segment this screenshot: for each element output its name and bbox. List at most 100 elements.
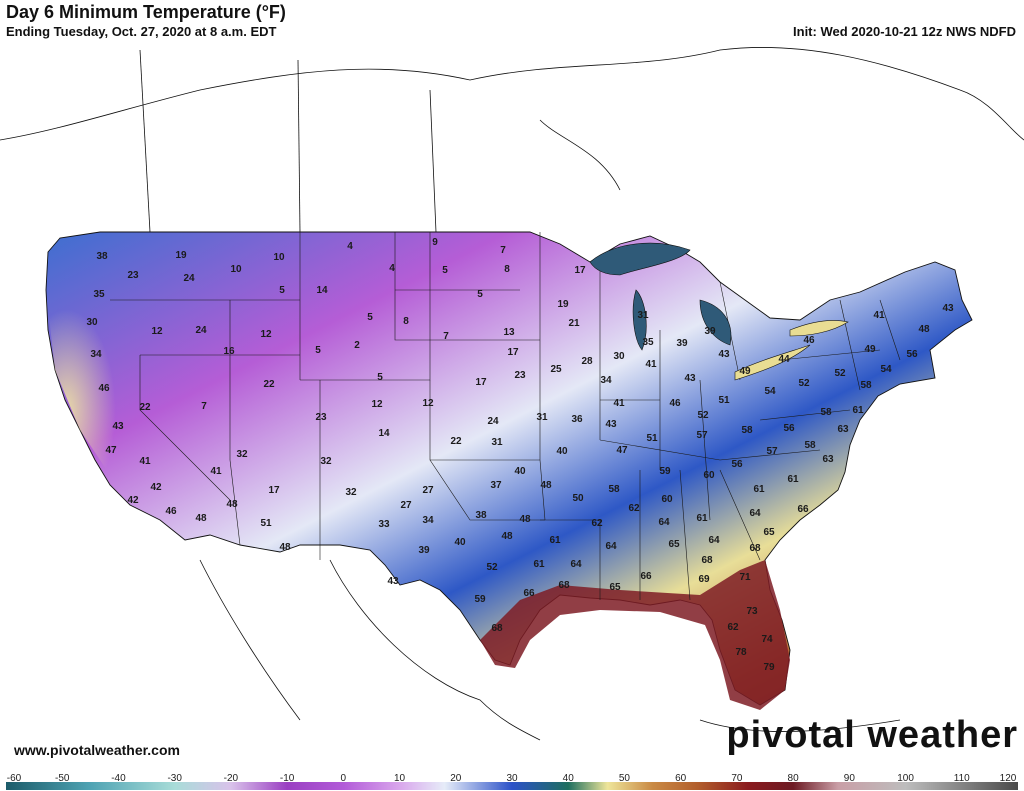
temperature-label: 49 (739, 366, 751, 377)
province-line-3 (429, 89, 437, 233)
temperature-label: 39 (704, 326, 716, 337)
temperature-label: 46 (803, 335, 815, 346)
temperature-label: 69 (698, 574, 710, 585)
temperature-label: 46 (165, 506, 177, 517)
temperature-label: 12 (371, 399, 383, 410)
temperature-label: 68 (749, 543, 761, 554)
temperature-label: 60 (703, 470, 715, 481)
temperature-label: 32 (236, 449, 248, 460)
temperature-label: 14 (316, 285, 328, 296)
colorbar-tick-label: 40 (563, 774, 575, 784)
temperature-label: 31 (536, 412, 548, 423)
temperature-label: 48 (540, 480, 552, 491)
temperature-label: 59 (474, 594, 486, 605)
temperature-label: 30 (86, 317, 98, 328)
temperature-label: 56 (906, 349, 918, 360)
temperature-label: 43 (112, 421, 124, 432)
temperature-label: 17 (507, 347, 519, 358)
lake-superior (589, 242, 691, 276)
temperature-label: 58 (804, 440, 816, 451)
temperature-label: 31 (637, 310, 649, 321)
temperature-label: 50 (572, 493, 584, 504)
temperature-label: 63 (837, 424, 849, 435)
temperature-label: 19 (175, 250, 187, 261)
temperature-label: 23 (514, 370, 526, 381)
temperature-label: 58 (820, 407, 832, 418)
colorbar-tick-label: 70 (731, 774, 743, 784)
temperature-label: 52 (486, 562, 498, 573)
temperature-label: 24 (195, 325, 207, 336)
website-url[interactable]: www.pivotalweather.com (14, 742, 180, 758)
colorbar-tick-label: 100 (897, 774, 914, 784)
temperature-label: 57 (766, 446, 778, 457)
temperature-label: 42 (127, 495, 139, 506)
temperature-label: 23 (127, 270, 139, 281)
temperature-label: 17 (475, 377, 487, 388)
temperature-label: 31 (491, 437, 503, 448)
temperature-label: 48 (195, 513, 207, 524)
colorbar-tick-label: -10 (280, 774, 295, 784)
colorbar-tick-label: 10 (394, 774, 406, 784)
colorbar-tick-label: -30 (167, 774, 182, 784)
temperature-label: 62 (727, 622, 739, 633)
temperature-label: 43 (684, 373, 696, 384)
temperature-label: 37 (490, 480, 502, 491)
temperature-label: 49 (864, 344, 876, 355)
temperature-label: 7 (443, 331, 449, 342)
temperature-label: 48 (226, 499, 238, 510)
temperature-label: 28 (581, 356, 593, 367)
temperature-label: 22 (450, 436, 462, 447)
temperature-label: 8 (403, 316, 409, 327)
lake-erie (734, 344, 811, 381)
temperature-label: 62 (628, 503, 640, 514)
temperature-label: 41 (873, 310, 885, 321)
map-title: Day 6 Minimum Temperature (°F) (6, 2, 286, 22)
temperature-label: 52 (697, 410, 709, 421)
temperature-label: 46 (669, 398, 681, 409)
temperature-label: 22 (139, 402, 151, 413)
temperature-label: 43 (942, 303, 954, 314)
temperature-label: 34 (422, 515, 434, 526)
map-subtitle: Ending Tuesday, Oct. 27, 2020 at 8 a.m. … (6, 24, 277, 39)
temperature-label: 24 (183, 273, 195, 284)
temperature-label: 64 (570, 559, 582, 570)
canada-outline (0, 47, 1024, 141)
colorbar-tick-label: 30 (506, 774, 518, 784)
colorbar-tick-label: 80 (788, 774, 800, 784)
temperature-label: 48 (519, 514, 531, 525)
temperature-label: 27 (400, 500, 412, 511)
lake-ontario (789, 320, 849, 337)
mexico-outline (199, 559, 541, 741)
temperature-label: 78 (735, 647, 747, 658)
west-coast-warm-band (46, 252, 185, 540)
temperature-label: 79 (763, 662, 775, 673)
temperature-label: 66 (523, 588, 535, 599)
temperature-label: 41 (645, 359, 657, 370)
temperature-label: 19 (557, 299, 569, 310)
temperature-label: 64 (708, 535, 720, 546)
temperature-label: 12 (422, 398, 434, 409)
colorbar-gradient (6, 782, 1018, 790)
temperature-label: 30 (613, 351, 625, 362)
temperature-label: 38 (475, 510, 487, 521)
colorbar-tick-label: 60 (675, 774, 687, 784)
temperature-label: 27 (422, 485, 434, 496)
colorbar-tick-labels: -60 -50 -40 -30 -20 -10 0 10 20 30 40 50 60 70 80 90 100… (7, 774, 1017, 784)
colorbar-tick-label: 20 (450, 774, 462, 784)
temperature-label: 5 (315, 345, 321, 356)
temperature-label: 51 (718, 395, 730, 406)
lake-huron (699, 299, 732, 346)
temperature-label: 36 (571, 414, 583, 425)
temperature-label: 4 (389, 263, 395, 274)
temperature-label: 56 (731, 459, 743, 470)
colorbar-tick-label: 120 (1000, 774, 1017, 784)
temperature-label: 56 (783, 423, 795, 434)
temperature-label: 64 (658, 517, 670, 528)
colorbar-tick-label: 90 (844, 774, 856, 784)
temperature-label: 51 (646, 433, 658, 444)
colorbar-tick-label: 110 (954, 774, 970, 784)
province-line-1 (297, 59, 301, 233)
colorbar-tick-label: -60 (7, 774, 22, 784)
temperature-label: 66 (640, 571, 652, 582)
